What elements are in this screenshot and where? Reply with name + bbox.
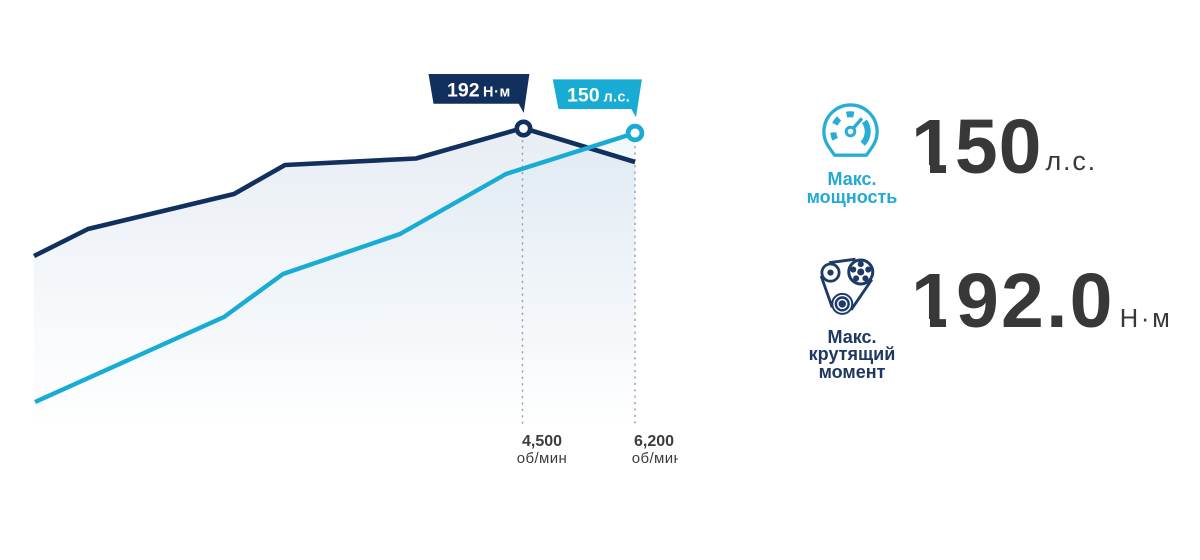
svg-text:об/мин: об/мин [632, 450, 678, 467]
svg-text:192: 192 [447, 80, 480, 102]
svg-text:Н·м: Н·м [483, 85, 511, 101]
svg-text:л.с.: л.с. [604, 90, 631, 106]
svg-text:6,200: 6,200 [634, 433, 674, 450]
svg-text:об/мин: об/мин [517, 450, 567, 467]
svg-text:4,500: 4,500 [522, 433, 562, 450]
svg-text:150: 150 [567, 85, 600, 107]
